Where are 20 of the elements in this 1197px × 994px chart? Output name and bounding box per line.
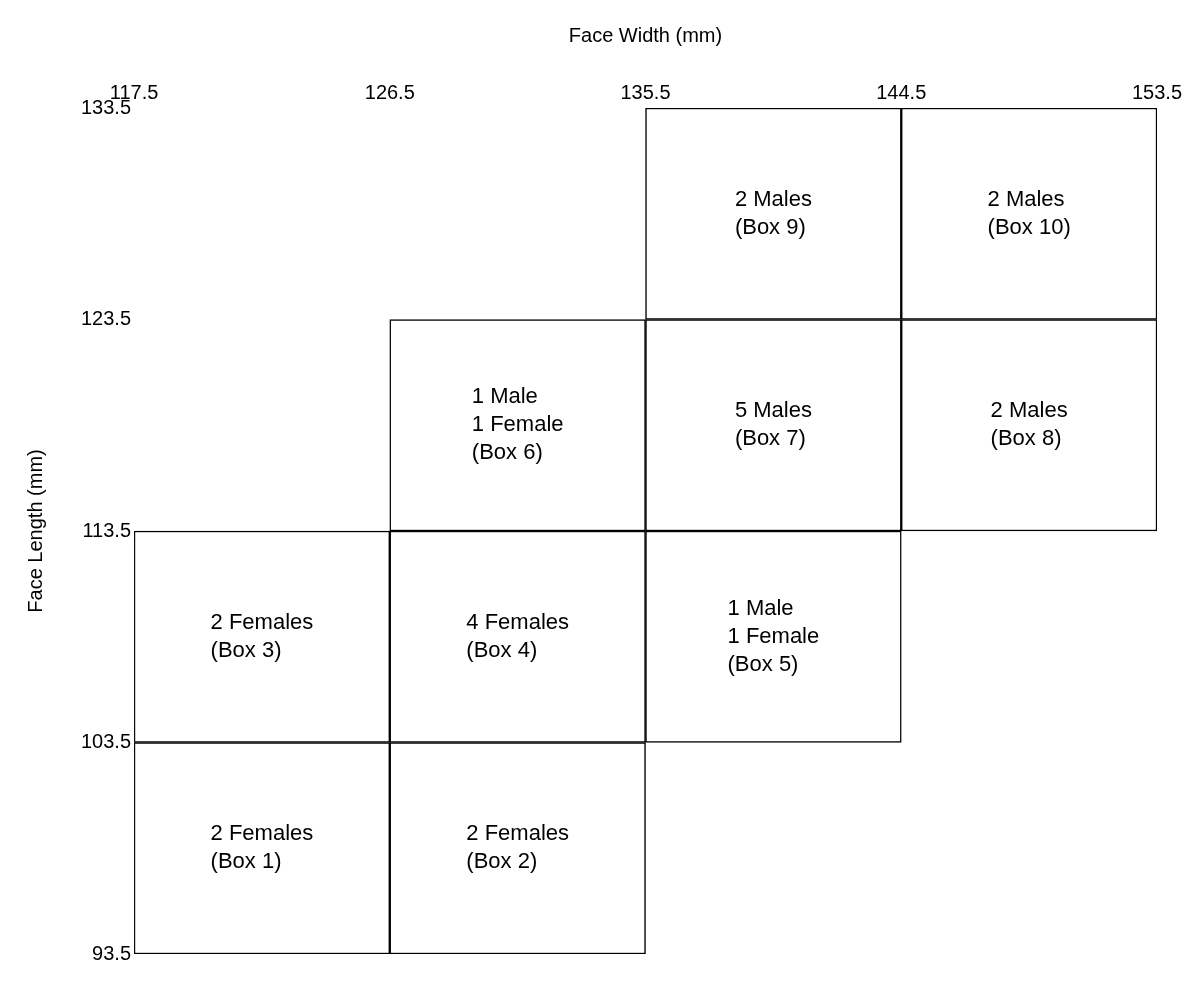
annotation: 2 Males (Box 9)	[734, 185, 812, 239]
annotation: 5 Males (Box 7)	[734, 397, 812, 451]
x-tick-label: 153.5	[1131, 80, 1183, 103]
y-tick-label: 103.5	[80, 730, 132, 753]
annotation: 1 Male 1 Female (Box 5)	[727, 594, 820, 676]
annotation: 2 Males (Box 8)	[990, 397, 1068, 451]
x-tick-label: 135.5	[620, 80, 671, 103]
annotation: 4 Females (Box 4)	[466, 608, 570, 662]
y-axis-title: Face Length (mm)	[23, 449, 46, 613]
y-tick-label: 113.5	[82, 518, 132, 541]
y-tick-label: 123.5	[80, 307, 132, 330]
x-tick-label: 126.5	[364, 80, 415, 103]
x-axis-title: Face Width (mm)	[568, 23, 723, 46]
annotation: 2 Females (Box 3)	[210, 608, 314, 662]
annotation: 2 Females (Box 1)	[210, 820, 314, 874]
y-tick-label: 93.5	[92, 941, 132, 964]
x-tick-label: 144.5	[876, 80, 927, 103]
annotation: 1 Male 1 Female (Box 6)	[471, 383, 564, 465]
annotation: 2 Males (Box 10)	[987, 185, 1071, 239]
annotation: 2 Females (Box 2)	[466, 820, 570, 874]
